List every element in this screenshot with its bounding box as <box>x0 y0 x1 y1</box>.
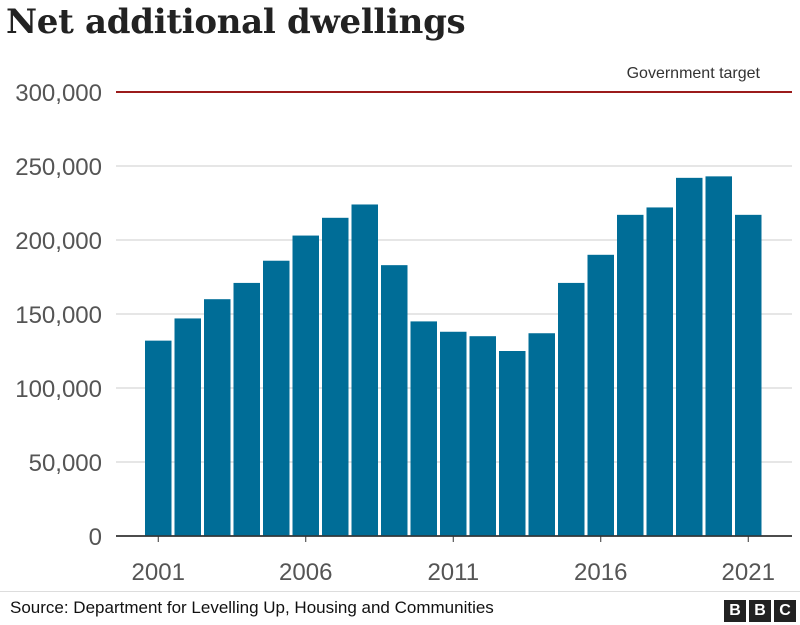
y-tick-label: 50,000 <box>29 450 102 477</box>
bar <box>351 204 378 537</box>
bar <box>174 318 201 536</box>
bbc-logo-letter: B <box>724 600 746 622</box>
x-tick-label: 2001 <box>132 559 185 586</box>
bar <box>705 176 732 537</box>
bar <box>558 282 585 536</box>
bar <box>499 351 526 536</box>
bar <box>440 331 467 536</box>
y-tick-label: 0 <box>89 524 102 551</box>
y-tick-label: 100,000 <box>15 376 102 403</box>
bar <box>587 254 614 537</box>
footer-divider <box>0 591 800 592</box>
source-note: Source: Department for Levelling Up, Hou… <box>10 598 494 617</box>
bbc-logo-letter: B <box>749 600 771 622</box>
target-line-label: Government target <box>627 65 761 82</box>
bar <box>322 217 349 537</box>
y-tick-label: 200,000 <box>15 228 102 255</box>
bar <box>469 336 496 536</box>
x-tick-label: 2021 <box>722 559 775 586</box>
bar <box>381 265 408 536</box>
bar <box>263 260 290 536</box>
chart-title: Net additional dwellings <box>6 2 466 42</box>
bar <box>676 177 703 536</box>
bar <box>292 235 319 536</box>
y-tick-label: 150,000 <box>15 302 102 329</box>
bar <box>145 340 172 536</box>
bar <box>617 214 644 536</box>
bar <box>528 333 555 536</box>
bar <box>204 299 231 536</box>
x-tick-label: 2016 <box>574 559 627 586</box>
x-tick-label: 2006 <box>279 559 332 586</box>
bar <box>410 321 437 536</box>
bar <box>233 282 260 536</box>
bbc-logo-letter: C <box>774 600 796 622</box>
bbc-logo: B B C <box>724 600 796 622</box>
y-tick-label: 300,000 <box>15 80 102 107</box>
x-tick-label: 2011 <box>427 559 479 586</box>
y-tick-label: 250,000 <box>15 154 102 181</box>
bar-chart: 0 50,000 100,000 150,000 200,000 250,000 300,0… <box>15 65 792 586</box>
bar <box>646 207 673 536</box>
bar <box>735 214 762 536</box>
